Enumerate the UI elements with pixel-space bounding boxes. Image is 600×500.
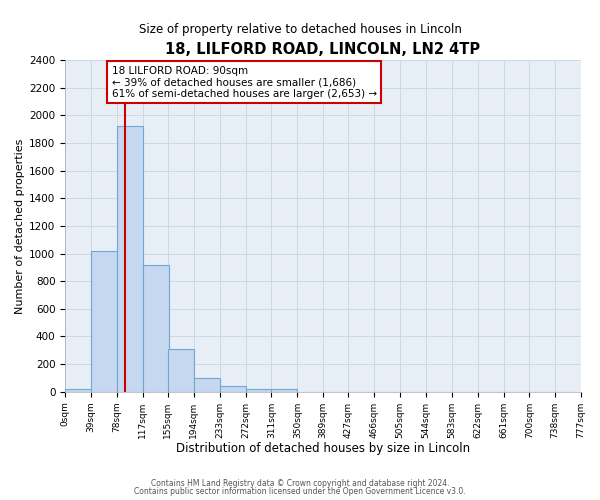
Bar [65, 389, 91, 392]
Bar [117, 126, 143, 392]
Text: Contains HM Land Registry data © Crown copyright and database right 2024.: Contains HM Land Registry data © Crown c… [151, 478, 449, 488]
Bar [271, 389, 297, 392]
Bar [245, 389, 271, 392]
Bar [168, 349, 194, 392]
Bar [91, 251, 117, 392]
X-axis label: Distribution of detached houses by size in Lincoln: Distribution of detached houses by size … [176, 442, 470, 455]
Text: 18 LILFORD ROAD: 90sqm
← 39% of detached houses are smaller (1,686)
61% of semi-: 18 LILFORD ROAD: 90sqm ← 39% of detached… [112, 66, 377, 99]
Text: Size of property relative to detached houses in Lincoln: Size of property relative to detached ho… [139, 22, 461, 36]
Bar [143, 264, 169, 392]
Y-axis label: Number of detached properties: Number of detached properties [15, 138, 25, 314]
Bar [194, 378, 220, 392]
Text: Contains public sector information licensed under the Open Government Licence v3: Contains public sector information licen… [134, 487, 466, 496]
Title: 18, LILFORD ROAD, LINCOLN, LN2 4TP: 18, LILFORD ROAD, LINCOLN, LN2 4TP [165, 42, 481, 58]
Bar [220, 386, 245, 392]
